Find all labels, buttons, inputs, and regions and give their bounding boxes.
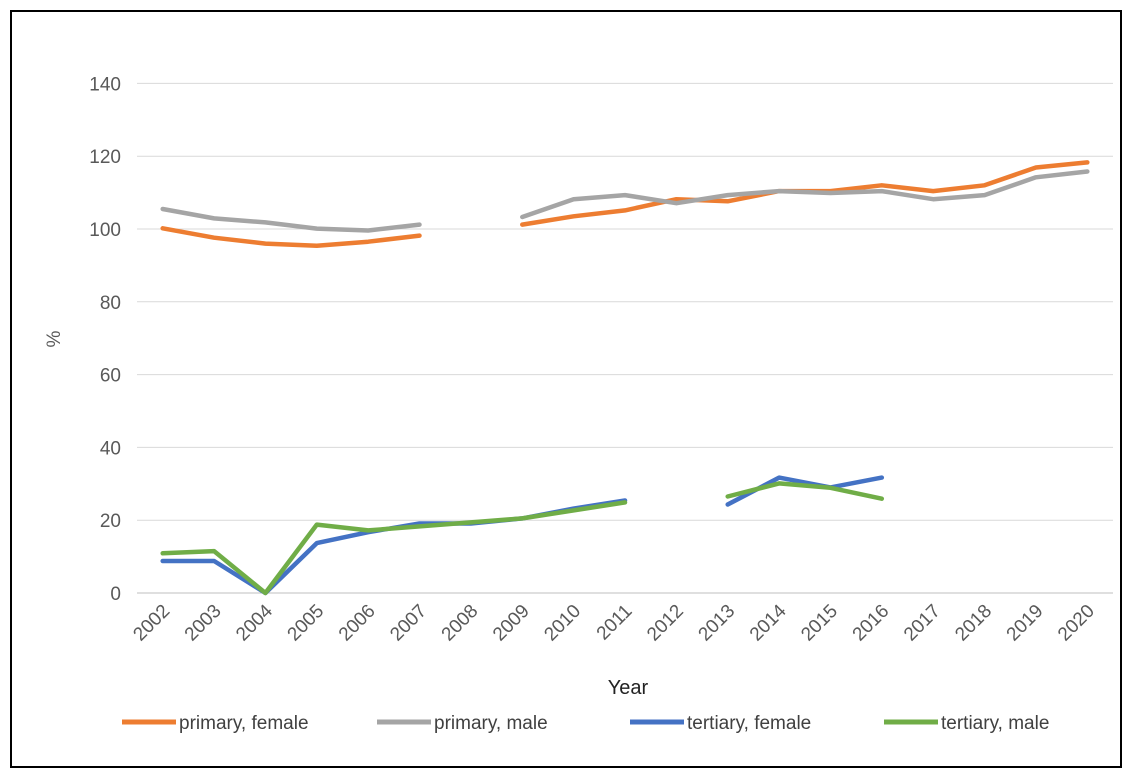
y-tick-label: 140: [89, 74, 121, 95]
series-1: [160, 169, 1090, 233]
x-tick-label: 2008: [438, 601, 483, 646]
series-line: [160, 206, 422, 233]
x-tick-label: 2009: [489, 601, 534, 646]
chart-frame: [10, 10, 1122, 768]
x-axis-label: Year: [608, 677, 649, 699]
x-tick-label: 2002: [129, 601, 174, 646]
x-tick-label: 2011: [593, 601, 637, 645]
series-lines: [160, 160, 1090, 596]
x-tick-label: 2007: [386, 601, 431, 646]
y-axis-label: %: [44, 330, 65, 347]
legend-label: primary, female: [179, 713, 309, 734]
legend-label: tertiary, female: [687, 713, 811, 734]
series-line: [725, 481, 885, 501]
series-line: [160, 500, 628, 596]
y-tick-label: 100: [89, 220, 121, 241]
legend: primary, female primary, male tertiary, fe…: [122, 713, 1049, 734]
x-tick-label: 2019: [1003, 601, 1048, 646]
y-tick-label: 40: [100, 438, 121, 459]
y-tick-label: 80: [100, 293, 121, 314]
x-tick-label: 2005: [284, 601, 329, 646]
x-axis-ticks: 2002 2003 2004 2005 2006 2007 2008 2009 2010 2011…: [129, 600, 1098, 645]
x-tick-label: 2013: [695, 601, 740, 646]
legend-item: tertiary, female: [630, 713, 811, 734]
gridlines: [137, 82, 1113, 594]
x-tick-label: 2018: [951, 601, 996, 646]
series-0: [160, 160, 1090, 248]
series-line: [160, 226, 422, 248]
legend-label: primary, male: [434, 713, 548, 734]
x-tick-label: 2003: [181, 601, 226, 646]
y-tick-label: 120: [89, 147, 121, 168]
x-tick-label: 2012: [643, 601, 688, 646]
legend-label: tertiary, male: [941, 713, 1049, 734]
legend-item: primary, male: [377, 713, 548, 734]
y-axis-ticks: 0 20 40 60 80 100 120 140: [89, 74, 121, 605]
y-tick-label: 20: [100, 511, 121, 532]
series-2: [160, 475, 885, 596]
x-tick-label: 2020: [1054, 601, 1099, 646]
x-tick-label: 2006: [335, 601, 380, 646]
x-tick-label: 2017: [900, 601, 945, 646]
series-3: [160, 481, 885, 596]
x-tick-label: 2010: [540, 601, 585, 646]
x-tick-label: 2016: [849, 601, 894, 646]
x-tick-label: 2015: [797, 601, 842, 646]
y-tick-label: 60: [100, 366, 121, 387]
y-tick-label: 0: [110, 584, 121, 605]
x-tick-label: 2014: [746, 600, 791, 645]
series-line: [520, 169, 1090, 220]
legend-item: primary, female: [122, 713, 309, 734]
x-tick-label: 2004: [232, 600, 277, 645]
legend-item: tertiary, male: [884, 713, 1049, 734]
